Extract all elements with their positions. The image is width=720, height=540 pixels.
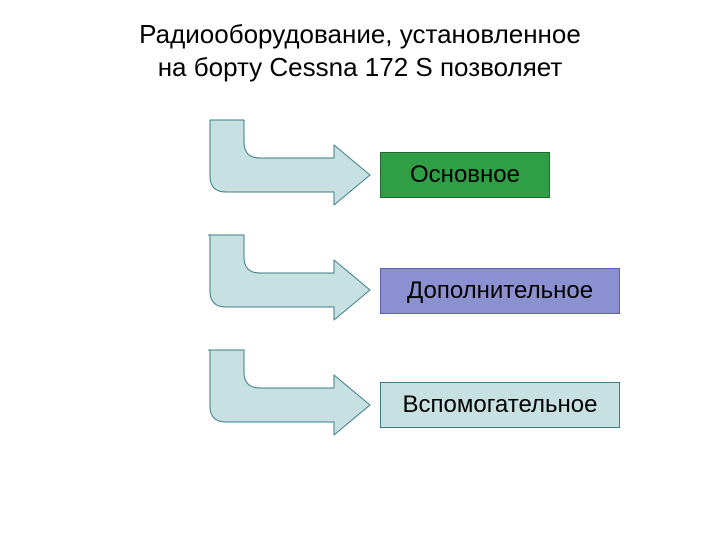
- box-aux-label: Вспомогательное: [403, 391, 598, 419]
- box-main: Основное: [380, 152, 550, 198]
- branch-arrow-1: [210, 120, 370, 205]
- branch-arrow-3: [210, 350, 370, 435]
- box-additional: Дополнительное: [380, 268, 620, 314]
- diagram-stage: Радиооборудование, установленное на борт…: [0, 0, 720, 540]
- box-aux: Вспомогательное: [380, 382, 620, 428]
- box-main-label: Основное: [410, 161, 520, 189]
- branch-arrow-2: [210, 235, 370, 320]
- box-additional-label: Дополнительное: [407, 277, 593, 305]
